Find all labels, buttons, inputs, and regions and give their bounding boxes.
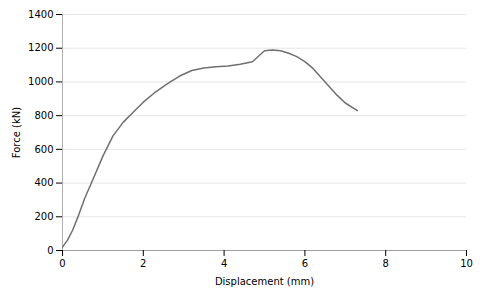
- svg-text:Force (kN): Force (kN): [11, 107, 22, 158]
- svg-text:2: 2: [140, 258, 146, 269]
- svg-text:1400: 1400: [28, 9, 53, 20]
- svg-text:4: 4: [221, 258, 227, 269]
- svg-text:10: 10: [460, 258, 473, 269]
- svg-text:600: 600: [34, 144, 53, 155]
- svg-text:200: 200: [34, 211, 53, 222]
- svg-text:1000: 1000: [28, 76, 53, 87]
- svg-text:6: 6: [302, 258, 308, 269]
- svg-text:0: 0: [59, 258, 65, 269]
- svg-text:800: 800: [34, 110, 53, 121]
- svg-text:400: 400: [34, 177, 53, 188]
- svg-text:Displacement (mm): Displacement (mm): [215, 276, 314, 287]
- svg-text:8: 8: [383, 258, 389, 269]
- svg-text:0: 0: [47, 245, 53, 256]
- svg-text:1200: 1200: [28, 42, 53, 53]
